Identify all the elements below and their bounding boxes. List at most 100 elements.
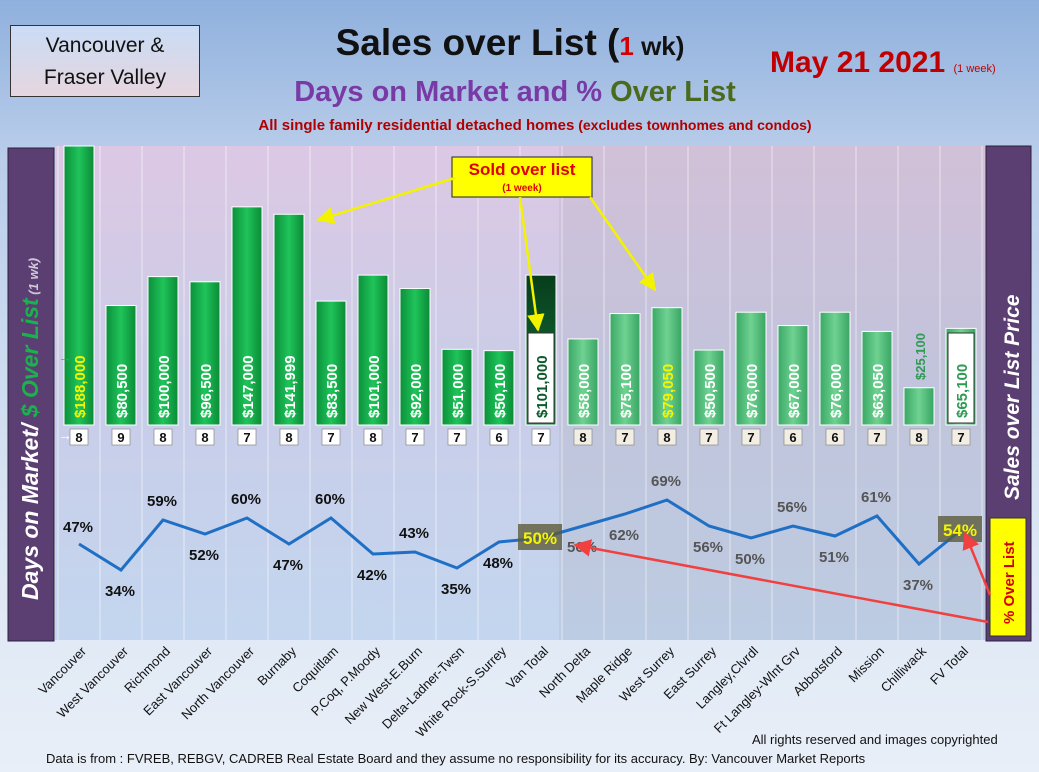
report-date: May 21 2021 (1 week) — [770, 46, 996, 80]
total-pct-box — [518, 524, 562, 550]
money-label: $65,100 — [954, 364, 971, 418]
dom-value: 7 — [621, 430, 628, 445]
money-label: $76,000 — [828, 364, 845, 418]
money-label: $80,500 — [114, 364, 131, 418]
dom-value: 8 — [285, 430, 292, 445]
pct-label: 60% — [315, 491, 345, 508]
sold-over-list-title: Sold over list — [469, 160, 576, 179]
bar-east-surrey — [693, 349, 725, 426]
bar-burnaby — [273, 213, 305, 426]
left-axis-panel — [7, 147, 55, 642]
pct-label: 35% — [441, 581, 471, 598]
dom-box — [783, 428, 803, 446]
dom-box — [237, 428, 257, 446]
pct-label: 50% — [523, 529, 557, 548]
dom-box — [741, 428, 761, 446]
pct-label: 59% — [147, 493, 177, 510]
money-label: $141,999 — [282, 355, 299, 418]
bar-ft-langley-wlnt-grv — [777, 325, 809, 426]
pct-label: 42% — [357, 567, 387, 584]
over-list-arrow-icon: → — [58, 349, 72, 365]
bar-east-vancouver — [189, 281, 221, 426]
money-label: $101,000 — [534, 355, 551, 418]
bar-coquitlam — [315, 300, 347, 426]
dom-arrow-icon: → — [58, 427, 72, 443]
pct-label: 69% — [651, 473, 681, 490]
pct-label: 34% — [105, 583, 135, 600]
bar-richmond — [147, 276, 179, 426]
money-label: $96,500 — [198, 364, 215, 418]
bar-mission — [861, 330, 893, 426]
pct-label: 43% — [399, 525, 429, 542]
pct-over-list-callout-text: % Over List — [1001, 541, 1018, 624]
left-axis-label: Days on Market/ $ Over List (1 wk) — [17, 258, 43, 600]
callout-arrow-west-surrey — [588, 196, 657, 292]
dom-box — [279, 428, 299, 446]
dom-box — [111, 428, 131, 446]
title-num: 1 — [619, 31, 634, 61]
dom-box — [825, 428, 845, 446]
subtitle2-main: All single family residential detached h… — [258, 117, 575, 134]
pct-arrow-fv-total — [962, 531, 992, 596]
money-label: $92,000 — [408, 364, 425, 418]
bar-p-coq-p-moody — [357, 274, 389, 426]
dom-box — [447, 428, 467, 446]
dom-value: 8 — [75, 430, 82, 445]
dom-box — [909, 428, 929, 446]
subtitle2-paren: (excludes townhomes and condos) — [574, 117, 812, 133]
dom-value: 6 — [831, 430, 838, 445]
money-label: $75,100 — [618, 364, 635, 418]
bar-west-surrey — [651, 307, 683, 426]
dom-box — [405, 428, 425, 446]
money-label: $76,000 — [744, 364, 761, 418]
x-tick-label: New West-E.Burn — [342, 644, 425, 727]
dom-box — [195, 428, 215, 446]
dom-box — [615, 428, 635, 446]
x-tick-label: North Vancouver — [178, 643, 257, 722]
pct-label: 61% — [861, 489, 891, 506]
x-tick-label: Chilliwack — [878, 643, 930, 695]
dom-box — [153, 428, 173, 446]
total-label-box — [947, 332, 975, 424]
dom-value: 7 — [747, 430, 754, 445]
gridlines — [57, 146, 983, 640]
region-line-1: Vancouver & — [45, 34, 165, 57]
dom-box — [321, 428, 341, 446]
title-unit: wk) — [633, 31, 685, 61]
money-label: $147,000 — [240, 355, 257, 418]
pct-label: 47% — [63, 519, 93, 536]
dom-value: 7 — [453, 430, 460, 445]
pct-arrow-van-total — [573, 539, 989, 624]
dom-value: 7 — [327, 430, 334, 445]
money-label: $50,100 — [492, 364, 509, 418]
dom-value: 8 — [915, 430, 922, 445]
dom-value: 8 — [579, 430, 586, 445]
bar-abbotsford — [819, 311, 851, 426]
bar-maple-ridge — [609, 313, 641, 426]
dom-value: 6 — [495, 430, 502, 445]
chart-subtitle: Days on Market and % Over List — [230, 76, 800, 109]
bar-vancouver — [63, 145, 95, 426]
chart-title: Sales over List (1 wk) — [300, 22, 720, 64]
dom-box — [489, 428, 509, 446]
dom-box — [867, 428, 887, 446]
dom-box — [657, 428, 677, 446]
money-label: $51,000 — [450, 364, 467, 418]
subtitle-b: Over List — [610, 76, 736, 108]
pct-label: 56% — [693, 539, 723, 556]
dom-value: 9 — [117, 430, 124, 445]
x-tick-label: Mission — [845, 644, 887, 686]
sold-over-list-callout — [451, 156, 593, 198]
chart-subtitle-2: All single family residential detached h… — [150, 117, 920, 134]
pct-label: 48% — [483, 555, 513, 572]
money-label: $79,050 — [660, 364, 677, 418]
money-label: $101,000 — [366, 355, 383, 418]
dom-box — [573, 428, 593, 446]
dom-value: 8 — [159, 430, 166, 445]
bar-north-delta — [567, 338, 599, 426]
money-label: $25,100 — [913, 333, 928, 380]
dom-value: 6 — [789, 430, 796, 445]
dom-value: 8 — [201, 430, 208, 445]
sold-over-list-note: (1 week) — [502, 183, 541, 194]
